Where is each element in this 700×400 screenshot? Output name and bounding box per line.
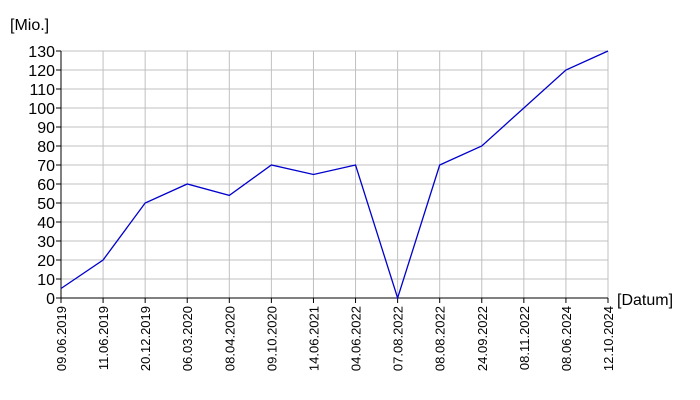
x-tick-label: 09.10.2020 [264,306,279,371]
x-tick-label: 09.06.2019 [54,306,69,371]
x-tick-label: 07.08.2022 [391,306,406,371]
y-tick-label: 20 [37,253,55,270]
line-series [60,50,609,301]
x-tick-label: 08.06.2024 [559,306,574,371]
x-tick-label: 04.06.2022 [349,306,364,371]
y-tick-label: 60 [37,177,55,194]
y-tick-label: 0 [46,291,55,308]
x-tick-label: 08.04.2020 [222,306,237,371]
y-axis-label: [Mio.] [10,17,49,34]
x-tick-label: 11.06.2019 [96,306,111,370]
x-tick-label: 08.11.2022 [517,306,532,370]
x-axis-label: [Datum] [617,292,673,309]
y-tick-label: 30 [37,234,55,251]
y-tick-label: 80 [37,139,55,156]
x-tick-label: 20.12.2019 [138,306,153,371]
x-tick-label: 24.09.2022 [475,306,490,371]
x-tick-label: 14.06.2021 [306,306,321,371]
y-tick-label: 110 [29,82,55,99]
y-tick-label: 70 [37,158,55,175]
y-tick-label: 90 [37,120,55,137]
x-tick-label: 12.10.2024 [601,306,616,371]
y-tick-label: 120 [28,63,55,80]
y-tick-label: 50 [37,196,55,213]
y-tick-label: 130 [28,44,55,61]
y-tick-label: 100 [28,101,55,118]
x-tick-label: 08.08.2022 [433,306,448,371]
y-tick-label: 10 [37,272,55,289]
x-tick-label: 06.03.2020 [180,306,195,371]
y-tick-label: 40 [37,215,55,232]
